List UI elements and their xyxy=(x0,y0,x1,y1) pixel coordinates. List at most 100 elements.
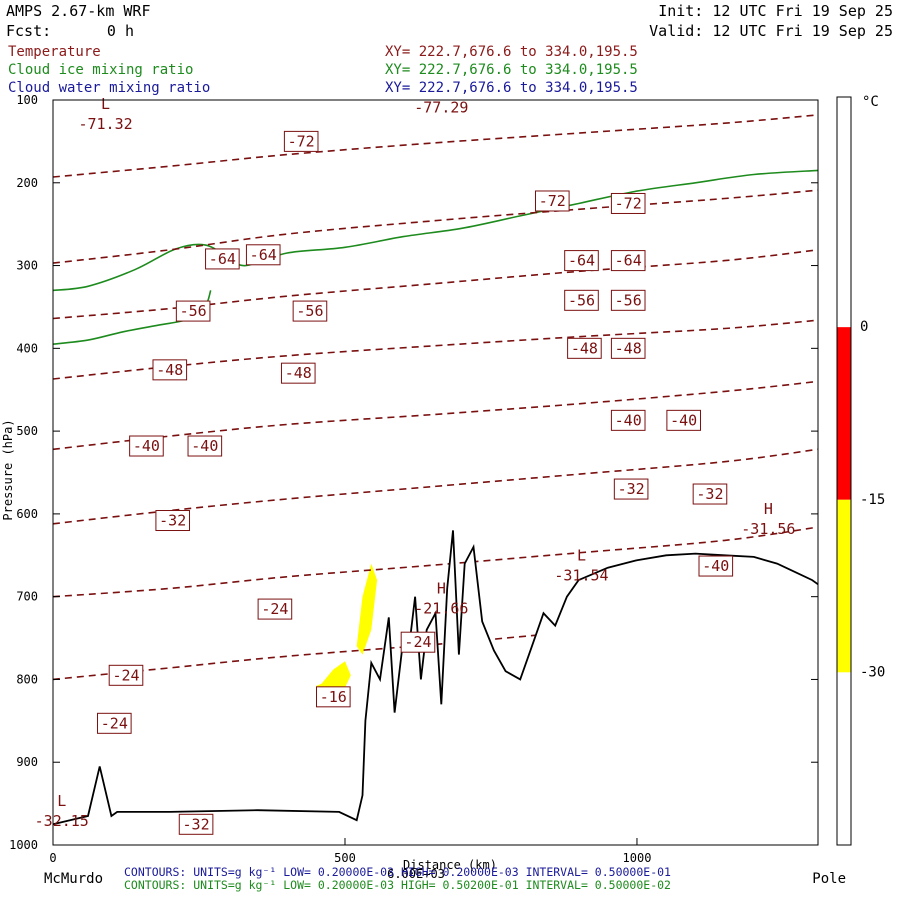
colorbar-segment xyxy=(837,499,851,673)
terrain-profile xyxy=(52,530,819,845)
pressure-axis-label: Pressure (hPa) xyxy=(1,419,15,520)
temperature-contour xyxy=(52,319,819,380)
extreme-value: -32.15 xyxy=(35,812,89,830)
y-tick-label: 300 xyxy=(16,259,38,273)
terrain-line xyxy=(52,530,819,826)
extreme-value: -31.54 xyxy=(554,566,608,584)
y-tick-label: 900 xyxy=(16,755,38,769)
contour-label-box xyxy=(666,409,701,431)
y-tick-label: 500 xyxy=(16,424,38,438)
cloud-water-shading xyxy=(315,563,378,690)
temperature-contour xyxy=(52,380,819,451)
temperature-contour xyxy=(52,189,819,264)
contour-label-box xyxy=(534,190,570,212)
x-tick-label: 500 xyxy=(334,851,356,865)
contour-label-box xyxy=(698,555,734,577)
y-tick-label: 700 xyxy=(16,590,38,604)
contour-label: -32 xyxy=(159,512,186,530)
colorbar-segment xyxy=(837,327,851,500)
contour-info-line: CONTOURS: UNITS=g kg⁻¹ LOW= 0.20000E-03 … xyxy=(124,865,671,879)
extreme-value: -31.56 xyxy=(741,520,795,538)
x-tick-label: 1000 xyxy=(623,851,652,865)
colorbar-frame xyxy=(836,96,852,846)
contour-label-box xyxy=(292,300,328,322)
contour-info: CONTOURS: UNITS=g kg⁻¹ LOW= 0.20000E-03 … xyxy=(124,865,671,892)
contour-label-box xyxy=(610,192,646,214)
contour-label-box xyxy=(613,478,649,500)
extreme-symbol: L xyxy=(577,546,586,564)
forecast-hour: 0 h xyxy=(107,22,134,40)
terrain-fill xyxy=(53,530,818,845)
contour-label: -32 xyxy=(696,485,723,503)
field-name: Cloud water mixing ratio xyxy=(8,80,210,96)
overlap-stamp: 6.00E+03 xyxy=(387,867,445,881)
contour-label: -32 xyxy=(618,480,645,498)
y-tick-label: 800 xyxy=(16,672,38,686)
contour-label: -40 xyxy=(133,437,160,455)
temperature-colorbar: 0 -15 -30 xyxy=(836,96,885,846)
contour-label-box xyxy=(152,359,188,381)
contour-label-box xyxy=(610,289,646,311)
colorbar-segment xyxy=(837,97,851,328)
end-location-label: Pole xyxy=(812,871,846,887)
contour-label: -40 xyxy=(702,557,729,575)
contour-label: -64 xyxy=(615,252,642,270)
extreme-value: -21.66 xyxy=(414,599,468,617)
contour-label: -24 xyxy=(101,714,128,732)
contour-label-box xyxy=(610,250,646,272)
extreme-value: -71.32 xyxy=(78,115,132,133)
y-tick-label: 100 xyxy=(16,93,38,107)
contour-label: -56 xyxy=(296,302,323,320)
y-tick-label: 600 xyxy=(16,507,38,521)
contour-label: -24 xyxy=(112,666,139,684)
contour-label-box xyxy=(187,435,223,457)
contour-label: -56 xyxy=(615,291,642,309)
cloud-ice-contour xyxy=(52,169,819,292)
temperature-contour xyxy=(52,448,819,525)
init-time: Init: 12 UTC Fri 19 Sep 25 xyxy=(658,2,893,20)
contour-label: -24 xyxy=(261,600,288,618)
x-tick-label: 0 xyxy=(49,851,56,865)
contour-label-box xyxy=(178,813,214,835)
contour-label-box xyxy=(564,289,599,311)
plot-area: -72-72 -72-64 -64 -64 -64-56 -56-56 -56-48 -48-… xyxy=(9,93,819,865)
contour-label: -40 xyxy=(615,411,642,429)
contour-label-box xyxy=(129,435,164,457)
contour-label: -40 xyxy=(191,437,218,455)
colorbar-unit: °C xyxy=(862,94,879,110)
contour-label: -64 xyxy=(568,252,595,270)
extreme-symbol: L xyxy=(57,792,66,810)
forecast-label: Fcst: xyxy=(6,22,51,40)
temperature-contour xyxy=(52,114,819,178)
y-tick-label: 1000 xyxy=(9,838,38,852)
start-location-label: McMurdo xyxy=(44,871,103,887)
contour-labels: -72-72 -72-64 -64 -64 -64-56 -56-56 -56-48 -48-… xyxy=(35,95,795,835)
contour-label: -24 xyxy=(404,633,431,651)
contour-label-box xyxy=(108,664,144,686)
contour-label-box xyxy=(564,250,599,272)
contour-label: -40 xyxy=(670,411,697,429)
extreme-symbol: H xyxy=(437,579,446,597)
colorbar-tick-label: -30 xyxy=(860,664,885,680)
pressure-axis: 100 200 300 400 500 600 700 800 900 1000 xyxy=(9,93,818,852)
plot-frame xyxy=(52,99,819,846)
extreme-value: -77.29 xyxy=(414,99,468,117)
extreme-symbol: L xyxy=(101,95,110,113)
model-title: AMPS 2.67-km WRF xyxy=(6,2,151,20)
contour-label-box xyxy=(316,686,351,708)
field-name: Temperature xyxy=(8,44,101,60)
y-tick-label: 200 xyxy=(16,176,38,190)
contour-label: -48 xyxy=(571,339,598,357)
field-name: Cloud ice mixing ratio xyxy=(8,62,193,78)
contour-label-box xyxy=(280,362,316,384)
y-tick-label: 400 xyxy=(16,341,38,355)
contour-label: -56 xyxy=(180,302,207,320)
contour-info-line: CONTOURS: UNITS=g kg⁻¹ LOW= 0.20000E-03 … xyxy=(124,878,671,892)
distance-axis: 0 500 1000 xyxy=(49,838,651,865)
contour-label-box xyxy=(155,510,191,532)
contour-label: -48 xyxy=(615,339,642,357)
valid-time: Valid: 12 UTC Fri 19 Sep 25 xyxy=(649,22,893,40)
extreme-symbol: H xyxy=(764,500,773,518)
temperature-contour xyxy=(52,249,819,320)
